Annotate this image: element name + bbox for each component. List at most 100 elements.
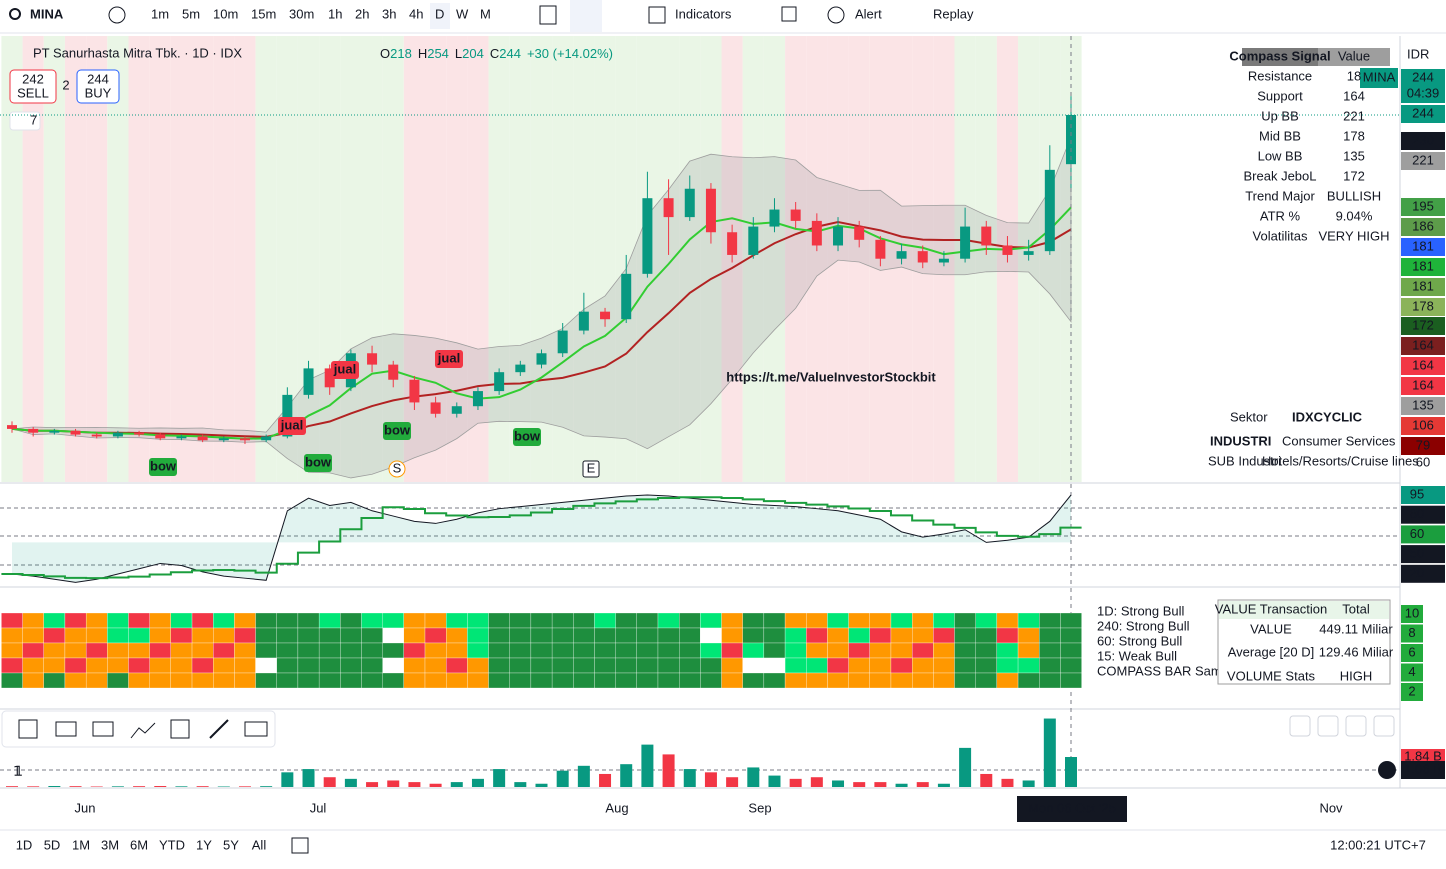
compass-cell xyxy=(446,613,467,628)
range-button[interactable]: 5D xyxy=(44,837,61,852)
compass-cell xyxy=(785,658,806,673)
volume-bar xyxy=(1023,780,1035,787)
compass-cell xyxy=(404,643,425,658)
candle-body xyxy=(600,312,610,320)
interval[interactable]: 3h xyxy=(382,6,396,21)
compass-cell xyxy=(510,643,531,658)
price-label: 106 xyxy=(1412,417,1434,432)
osc-label: 20 xyxy=(1410,565,1424,580)
interval[interactable]: 1m xyxy=(151,6,169,21)
alert[interactable]: Alert xyxy=(855,6,882,21)
compass-cell xyxy=(361,628,382,643)
compass-cell xyxy=(213,643,234,658)
compass-cell xyxy=(679,628,700,643)
compass-cell xyxy=(1039,613,1060,628)
signal-label: bow xyxy=(384,422,411,437)
compass-cell xyxy=(955,658,976,673)
compass-cell xyxy=(912,628,933,643)
candle-body xyxy=(727,232,737,255)
candle-style[interactable] xyxy=(570,0,602,32)
interval[interactable]: W xyxy=(456,6,469,21)
compass-cell xyxy=(912,643,933,658)
range-button[interactable]: 6M xyxy=(130,837,148,852)
compass-cell xyxy=(827,628,848,643)
range-button[interactable]: 3M xyxy=(101,837,119,852)
industri-label: INDUSTRI xyxy=(1210,433,1271,448)
sell-price[interactable]: 242 xyxy=(22,71,44,86)
compass-cell xyxy=(976,658,997,673)
compass-cell xyxy=(849,613,870,628)
change: +30 (+14.02%) xyxy=(527,46,613,61)
candle-body xyxy=(494,372,504,391)
compass-cell xyxy=(594,613,615,628)
compass-cell xyxy=(65,613,86,628)
range-button[interactable]: 1M xyxy=(72,837,90,852)
interval[interactable]: 5m xyxy=(182,6,200,21)
range-button[interactable]: All xyxy=(252,837,267,852)
volume-label: 1.06 B xyxy=(1404,761,1442,776)
compass-cell xyxy=(573,613,594,628)
compass-cell xyxy=(150,673,171,688)
buy-price[interactable]: 244 xyxy=(87,71,109,86)
compass-label: Volatilitas xyxy=(1253,228,1308,243)
compass-cell xyxy=(256,643,277,658)
event-label[interactable]: E xyxy=(587,460,596,475)
compass-cell xyxy=(552,613,573,628)
x-tick-label: Sep xyxy=(748,800,771,815)
volume-bar xyxy=(832,780,844,787)
symbol-tag: MINA xyxy=(1363,69,1396,84)
compass-cell xyxy=(1018,643,1039,658)
trend-zone xyxy=(128,36,149,482)
interval[interactable]: M xyxy=(480,6,491,21)
price-label: 181 xyxy=(1412,238,1434,253)
compass-cell xyxy=(806,658,827,673)
compass-cell xyxy=(234,628,255,643)
symbol[interactable]: MINA xyxy=(30,6,64,21)
interval[interactable]: D xyxy=(435,6,444,21)
compass-cell xyxy=(1018,658,1039,673)
add-button[interactable] xyxy=(1378,761,1396,779)
candle-body xyxy=(685,189,695,217)
candle-body xyxy=(388,365,398,380)
compass-cell xyxy=(361,673,382,688)
value-row-value: 129.46 Miliar xyxy=(1319,644,1394,659)
interval[interactable]: 30m xyxy=(289,6,314,21)
compass-cell xyxy=(955,628,976,643)
compass-cell xyxy=(277,673,298,688)
compass-cell xyxy=(637,658,658,673)
compass-cell xyxy=(65,658,86,673)
range-button[interactable]: 1D xyxy=(16,837,33,852)
volume-bar xyxy=(536,784,548,787)
range-button[interactable]: 1Y xyxy=(196,837,212,852)
ohlc-value: 204 xyxy=(462,46,484,61)
compass-cell xyxy=(298,643,319,658)
compass-cell xyxy=(658,658,679,673)
replay[interactable]: Replay xyxy=(933,6,974,21)
compass-cell xyxy=(489,673,510,688)
compass-cell xyxy=(128,613,149,628)
compass-cell xyxy=(912,673,933,688)
buy-label[interactable]: BUY xyxy=(85,85,112,100)
interval[interactable]: 10m xyxy=(213,6,238,21)
volume-bar xyxy=(705,772,717,787)
range-button[interactable]: YTD xyxy=(159,837,185,852)
candle-body xyxy=(49,431,59,433)
compass-cell xyxy=(785,673,806,688)
interval[interactable]: 2h xyxy=(355,6,369,21)
indicators[interactable]: Indicators xyxy=(675,6,732,21)
volume-bar xyxy=(599,774,611,787)
compass-cell xyxy=(827,658,848,673)
volume-bar xyxy=(557,771,569,787)
sell-label[interactable]: SELL xyxy=(17,85,49,100)
interval[interactable]: 15m xyxy=(251,6,276,21)
range-button[interactable]: 5Y xyxy=(223,837,239,852)
volume-bar xyxy=(366,782,378,787)
compass-cell xyxy=(573,673,594,688)
compass-cell xyxy=(764,628,785,643)
compass-value: 18 xyxy=(1347,68,1361,83)
event-label[interactable]: S xyxy=(393,460,402,475)
compass-cell xyxy=(722,613,743,628)
price-label: 181 xyxy=(1412,258,1434,273)
interval[interactable]: 4h xyxy=(409,6,423,21)
interval[interactable]: 1h xyxy=(328,6,342,21)
